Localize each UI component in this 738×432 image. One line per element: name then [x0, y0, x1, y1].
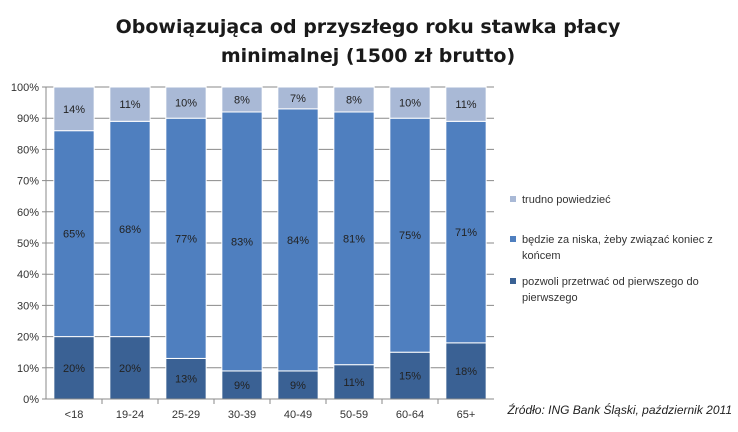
y-tick-label: 40% [17, 269, 39, 281]
bar-segment [277, 86, 319, 110]
data-label: 18% [455, 366, 477, 378]
data-label: 11% [343, 377, 364, 389]
x-tick-label: 19-24 [116, 409, 144, 421]
y-tick-label: 50% [17, 238, 39, 250]
bar-segment [333, 86, 375, 113]
legend-swatch [510, 278, 516, 284]
bar-segment [277, 108, 319, 372]
data-label: 68% [119, 224, 141, 236]
legend-entry: pozwoli przetrwać od pierwszego do pierws… [522, 276, 699, 304]
data-label: 9% [234, 380, 250, 392]
bar-segment [165, 117, 207, 359]
y-axis: 0% 10% 20% 30% 40% 50% 60% 70% 80% 90% 100% [11, 82, 47, 406]
bars: 20% 65% 14% 20% 68% 11% 13% 77% 10% 9% 83% 8% 9% 84% 7… [53, 86, 487, 400]
y-tick-label: 0% [23, 394, 39, 406]
legend-entry: będzie za niska, żeby związać koniec z ko… [522, 234, 713, 262]
data-label: 7% [290, 93, 306, 105]
data-label: 11% [119, 99, 140, 111]
data-label: 13% [175, 374, 197, 386]
y-tick-label: 70% [17, 176, 39, 188]
x-tick-label: 50-59 [340, 409, 368, 421]
x-tick-label: 25-29 [172, 409, 200, 421]
legend: trudno powiedzieć będzie za niska, żeby z… [510, 194, 713, 304]
bar-segment [389, 86, 431, 119]
x-tick-label: <18 [65, 409, 84, 421]
data-label: 10% [399, 98, 421, 110]
y-tick-label: 30% [17, 300, 39, 312]
x-tick-label: 30-39 [228, 409, 256, 421]
data-label: 11% [455, 99, 476, 111]
legend-swatch [510, 196, 516, 202]
x-tick-label: 65+ [457, 409, 476, 421]
bar-segment [333, 111, 375, 366]
bar-segment [165, 86, 207, 119]
data-label: 15% [399, 371, 421, 383]
chart-title-line-2: minimalnej (1500 zł brutto) [221, 45, 515, 67]
data-label: 75% [399, 230, 421, 242]
bar-segment [445, 86, 487, 122]
y-tick-label: 90% [17, 113, 39, 125]
data-label: 65% [63, 229, 85, 241]
data-label: 77% [175, 233, 197, 245]
data-label: 9% [290, 380, 306, 392]
data-label: 10% [175, 98, 197, 110]
y-tick-label: 80% [17, 144, 39, 156]
bar-segment [109, 336, 151, 400]
source-note: Źródło: ING Bank Śląski, październik 201… [507, 403, 732, 417]
y-tick-label: 60% [17, 207, 39, 219]
bar-segment [445, 342, 487, 400]
bar-segment [221, 370, 263, 400]
legend-swatch [510, 236, 516, 242]
data-label: 14% [63, 104, 85, 116]
data-label: 81% [343, 233, 365, 245]
data-label: 8% [234, 94, 250, 106]
bar-segment [109, 86, 151, 122]
y-tick-label: 20% [17, 332, 39, 344]
legend-entry: trudno powiedzieć [522, 194, 611, 206]
data-label: 8% [346, 94, 362, 106]
chart-title-line-1: Obowiązująca od przyszłego roku stawka p… [116, 16, 621, 38]
data-label: 71% [455, 227, 477, 239]
bar-segment [53, 130, 95, 338]
x-tick-label: 60-64 [396, 409, 424, 421]
bar-segment [109, 120, 151, 338]
data-label: 84% [287, 235, 309, 247]
data-label: 20% [63, 363, 85, 375]
bar-segment [165, 357, 207, 400]
x-tick-label: 40-49 [284, 409, 312, 421]
y-tick-label: 10% [17, 363, 39, 375]
y-tick-label: 100% [11, 82, 39, 94]
data-label: 20% [119, 363, 141, 375]
bar-segment [53, 86, 95, 132]
data-label: 83% [231, 236, 253, 248]
bar-segment [221, 111, 263, 372]
bar-segment [221, 86, 263, 113]
x-axis: <18 19-24 25-29 30-39 40-49 50-59 60-64 65+ [46, 398, 494, 421]
